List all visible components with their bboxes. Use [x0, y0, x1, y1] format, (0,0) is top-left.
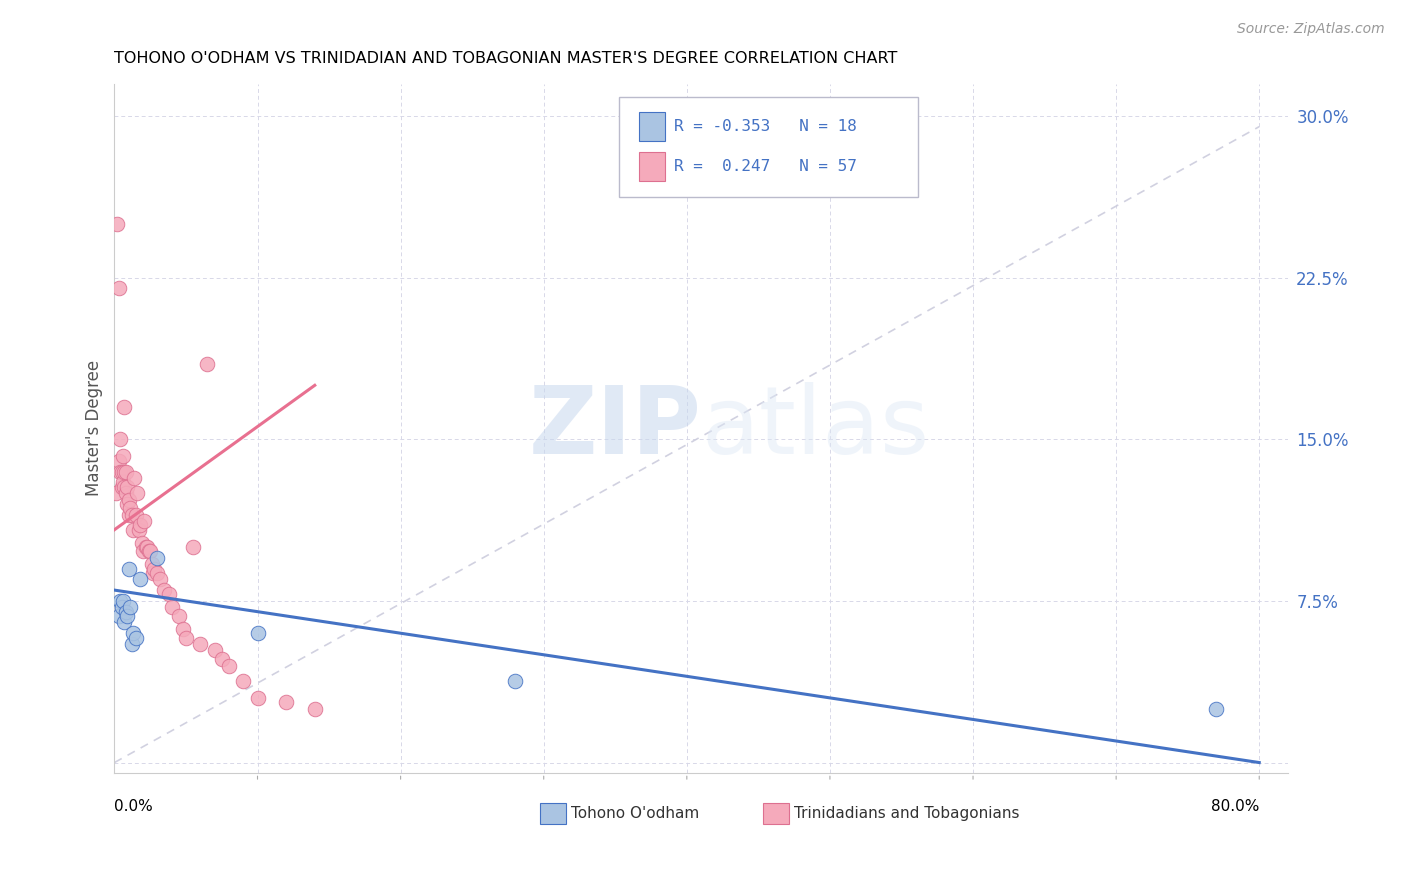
- Point: [276, 695, 298, 709]
- Point: [112, 615, 135, 630]
- Point: [112, 480, 135, 494]
- Point: [136, 540, 159, 554]
- Text: Trinidadians and Tobagonians: Trinidadians and Tobagonians: [794, 805, 1019, 821]
- FancyBboxPatch shape: [619, 97, 918, 197]
- Text: 0.0%: 0.0%: [114, 799, 153, 814]
- Point: [112, 465, 135, 479]
- Bar: [638, 112, 665, 142]
- Point: [142, 566, 165, 580]
- Point: [120, 501, 142, 516]
- Point: [120, 600, 142, 615]
- Point: [115, 486, 138, 500]
- Point: [204, 643, 226, 657]
- Point: [132, 544, 155, 558]
- Point: [138, 544, 160, 558]
- Text: atlas: atlas: [702, 383, 929, 475]
- Point: [115, 465, 138, 479]
- Point: [112, 400, 135, 414]
- Text: Source: ZipAtlas.com: Source: ZipAtlas.com: [1237, 22, 1385, 37]
- Text: Tohono O'odham: Tohono O'odham: [571, 805, 699, 821]
- Point: [124, 471, 146, 485]
- Point: [127, 486, 149, 500]
- Point: [232, 673, 254, 688]
- Point: [139, 544, 162, 558]
- Point: [117, 609, 139, 624]
- Bar: [763, 803, 789, 823]
- Point: [111, 594, 134, 608]
- Point: [118, 492, 141, 507]
- Point: [211, 652, 233, 666]
- Point: [167, 609, 190, 624]
- Point: [129, 518, 152, 533]
- Point: [143, 561, 166, 575]
- Point: [197, 357, 219, 371]
- Point: [111, 475, 134, 490]
- Point: [135, 540, 157, 554]
- Point: [108, 594, 131, 608]
- Point: [160, 600, 183, 615]
- Point: [188, 637, 211, 651]
- Point: [118, 561, 141, 575]
- Point: [111, 450, 134, 464]
- Point: [110, 465, 132, 479]
- Point: [246, 690, 269, 705]
- Point: [218, 658, 240, 673]
- Point: [107, 609, 129, 624]
- Point: [122, 523, 145, 537]
- Point: [153, 583, 176, 598]
- Point: [110, 480, 132, 494]
- Point: [121, 508, 143, 522]
- Bar: [540, 803, 567, 823]
- Point: [181, 540, 204, 554]
- Bar: [638, 152, 665, 181]
- Point: [125, 631, 148, 645]
- Point: [246, 626, 269, 640]
- Point: [121, 637, 143, 651]
- Point: [141, 558, 163, 572]
- Point: [108, 465, 131, 479]
- Point: [125, 508, 148, 522]
- Point: [110, 600, 132, 615]
- Text: TOHONO O'ODHAM VS TRINIDADIAN AND TOBAGONIAN MASTER'S DEGREE CORRELATION CHART: TOHONO O'ODHAM VS TRINIDADIAN AND TOBAGO…: [114, 51, 898, 66]
- Point: [128, 523, 150, 537]
- Text: R =  0.247   N = 57: R = 0.247 N = 57: [673, 159, 858, 174]
- Point: [108, 432, 131, 446]
- Text: ZIP: ZIP: [529, 383, 702, 475]
- Point: [117, 480, 139, 494]
- Point: [503, 673, 526, 688]
- Point: [104, 486, 127, 500]
- Text: R = -0.353   N = 18: R = -0.353 N = 18: [673, 120, 858, 135]
- Point: [146, 550, 169, 565]
- Point: [304, 701, 326, 715]
- Point: [146, 566, 169, 580]
- Point: [174, 631, 197, 645]
- Point: [105, 217, 128, 231]
- Text: 80.0%: 80.0%: [1211, 799, 1260, 814]
- Point: [107, 454, 129, 468]
- Point: [115, 605, 138, 619]
- Point: [149, 572, 172, 586]
- Point: [107, 281, 129, 295]
- Point: [157, 587, 180, 601]
- Point: [129, 572, 152, 586]
- Point: [118, 508, 141, 522]
- Point: [172, 622, 194, 636]
- Point: [131, 535, 153, 549]
- Point: [122, 626, 145, 640]
- Point: [117, 497, 139, 511]
- Point: [1205, 701, 1227, 715]
- Y-axis label: Master's Degree: Master's Degree: [86, 360, 103, 497]
- Point: [134, 514, 156, 528]
